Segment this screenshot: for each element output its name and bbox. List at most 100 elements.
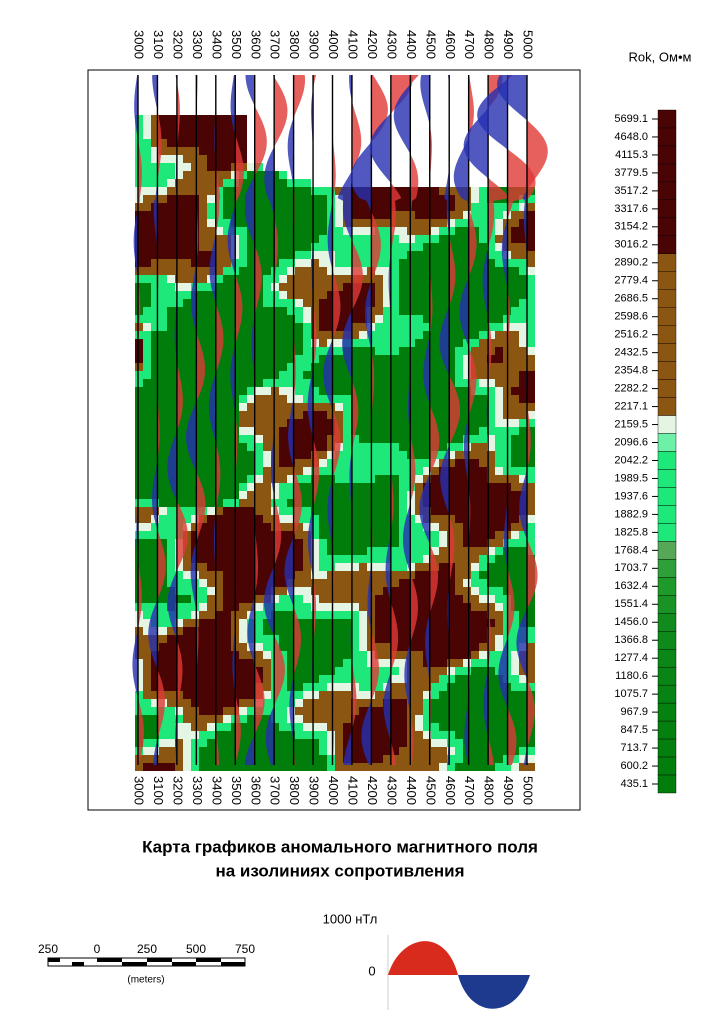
map-cell	[463, 363, 471, 371]
map-cell	[151, 259, 159, 267]
map-cell	[215, 211, 223, 219]
map-cell	[223, 323, 231, 331]
map-cell	[471, 339, 479, 347]
legend-swatch	[657, 451, 677, 470]
map-cell	[167, 643, 175, 651]
map-cell	[247, 395, 255, 403]
map-cell	[415, 523, 423, 531]
map-cell	[215, 603, 223, 611]
map-cell	[399, 691, 407, 699]
map-cell	[407, 363, 415, 371]
legend-swatch	[657, 684, 677, 704]
map-cell	[271, 619, 279, 627]
map-cell	[359, 499, 367, 507]
map-cell	[287, 659, 295, 667]
map-cell	[447, 651, 455, 659]
map-cell	[455, 747, 463, 755]
map-cell	[287, 219, 295, 227]
map-cell	[463, 627, 471, 635]
map-cell	[183, 603, 191, 611]
map-cell	[495, 467, 503, 475]
map-cell	[199, 755, 207, 763]
map-cell	[151, 339, 159, 347]
map-cell	[271, 587, 279, 595]
map-cell	[255, 547, 263, 555]
map-cell	[295, 227, 303, 235]
map-cell	[151, 587, 159, 595]
map-cell	[319, 723, 327, 731]
key-amplitude: 1000 нТл	[323, 911, 378, 926]
negative-anomaly	[323, 75, 333, 765]
map-cell	[415, 627, 423, 635]
map-cell	[383, 515, 391, 523]
map-cell	[183, 171, 191, 179]
map-cell	[191, 171, 199, 179]
map-cell	[199, 395, 207, 403]
map-cell	[287, 315, 295, 323]
map-cell	[223, 435, 231, 443]
map-cell	[439, 571, 447, 579]
map-cell	[191, 251, 199, 259]
map-cell	[519, 323, 527, 331]
map-cell	[343, 611, 351, 619]
map-cell	[447, 571, 455, 579]
map-cell	[479, 747, 487, 755]
map-cell	[263, 307, 271, 315]
map-cell	[191, 123, 199, 131]
map-cell	[295, 187, 303, 195]
map-cell	[359, 483, 367, 491]
map-cell	[143, 443, 151, 451]
legend-label: 2159.5	[614, 418, 648, 430]
map-cell	[415, 443, 423, 451]
map-cell	[383, 467, 391, 475]
map-cell	[447, 507, 455, 515]
map-cell	[495, 643, 503, 651]
map-cell	[223, 307, 231, 315]
negative-anomaly	[337, 75, 352, 765]
profile-label-top: 5000	[521, 30, 536, 59]
map-cell	[527, 531, 535, 539]
map-cell	[311, 211, 319, 219]
map-cell	[159, 227, 167, 235]
map-cell	[263, 563, 271, 571]
map-cell	[279, 259, 287, 267]
map-cell	[135, 331, 143, 339]
map-cell	[463, 571, 471, 579]
map-cell	[343, 499, 351, 507]
map-cell	[415, 387, 423, 395]
map-cell	[359, 355, 367, 363]
map-cell	[159, 611, 167, 619]
map-cell	[183, 459, 191, 467]
map-cell	[495, 299, 503, 307]
map-cell	[415, 555, 423, 563]
map-cell	[391, 763, 399, 771]
map-cell	[383, 547, 391, 555]
map-cell	[375, 395, 383, 403]
map-cell	[391, 715, 399, 723]
map-cell	[207, 619, 215, 627]
map-cell	[375, 715, 383, 723]
map-cell	[199, 451, 207, 459]
legend-label: 847.5	[620, 724, 648, 736]
map-cell	[375, 467, 383, 475]
map-cell	[391, 531, 399, 539]
map-cell	[279, 275, 287, 283]
map-cell	[439, 707, 447, 715]
map-cell	[375, 195, 383, 203]
map-cell	[151, 299, 159, 307]
map-cell	[175, 211, 183, 219]
map-cell	[143, 547, 151, 555]
map-cell	[479, 427, 487, 435]
map-cell	[375, 747, 383, 755]
map-cell	[487, 499, 495, 507]
map-cell	[295, 387, 303, 395]
map-cell	[447, 219, 455, 227]
map-cell	[471, 603, 479, 611]
map-cell	[439, 203, 447, 211]
map-cell	[351, 539, 359, 547]
map-cell	[351, 619, 359, 627]
map-cell	[431, 627, 439, 635]
scale-label: 250	[137, 942, 157, 956]
map-cell	[143, 163, 151, 171]
map-cell	[407, 763, 415, 771]
